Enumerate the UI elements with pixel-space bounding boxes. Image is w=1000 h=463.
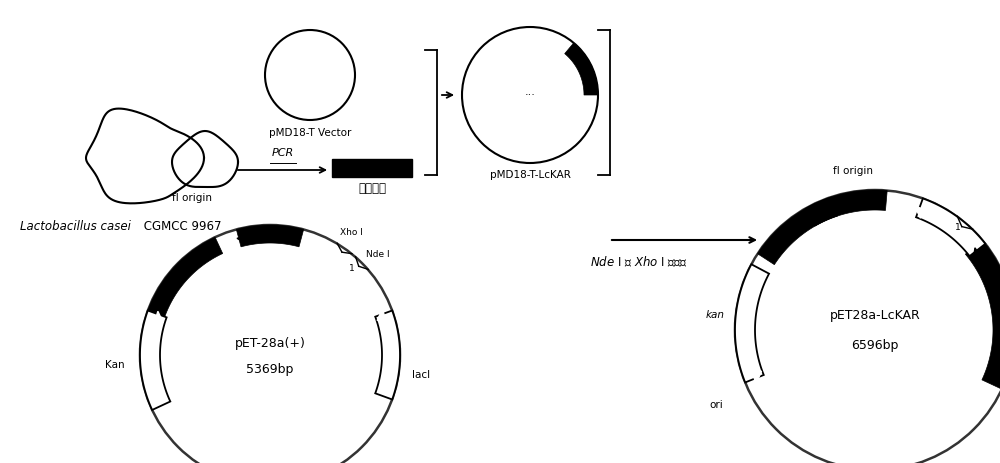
Text: lacI: lacI xyxy=(412,370,430,380)
Polygon shape xyxy=(805,211,823,223)
Text: $\it{Nde}$ Ⅰ 和 $\it{Xho}$ Ⅰ 双酶切: $\it{Nde}$ Ⅰ 和 $\it{Xho}$ Ⅰ 双酶切 xyxy=(590,255,687,269)
Text: Nde I: Nde I xyxy=(366,250,390,259)
Polygon shape xyxy=(565,43,598,95)
Text: 5369bp: 5369bp xyxy=(246,363,294,375)
Text: fl origin: fl origin xyxy=(833,166,873,176)
Text: fl origin: fl origin xyxy=(172,193,212,203)
Text: 1: 1 xyxy=(955,223,961,232)
Polygon shape xyxy=(157,297,167,311)
Polygon shape xyxy=(749,365,761,384)
Text: 目的基因: 目的基因 xyxy=(358,182,386,195)
Polygon shape xyxy=(916,199,985,256)
Text: pET-28a(+): pET-28a(+) xyxy=(235,337,305,350)
Polygon shape xyxy=(821,205,840,216)
Polygon shape xyxy=(965,240,1000,389)
Polygon shape xyxy=(914,206,933,218)
Text: kan: kan xyxy=(706,310,725,320)
Polygon shape xyxy=(758,197,838,265)
Polygon shape xyxy=(375,311,400,400)
Polygon shape xyxy=(973,248,986,264)
Text: PCR: PCR xyxy=(271,148,294,158)
Polygon shape xyxy=(377,309,388,326)
Text: pMD18-T-LcKAR: pMD18-T-LcKAR xyxy=(490,170,570,180)
Polygon shape xyxy=(735,264,769,382)
Polygon shape xyxy=(237,235,253,244)
Text: ···: ··· xyxy=(525,90,535,100)
Polygon shape xyxy=(805,190,887,226)
Text: 6596bp: 6596bp xyxy=(851,339,899,352)
Text: 1: 1 xyxy=(349,264,355,273)
Bar xyxy=(332,159,412,177)
Text: Xho I: Xho I xyxy=(340,228,363,238)
Polygon shape xyxy=(148,237,223,317)
Text: Kan: Kan xyxy=(105,360,125,370)
Polygon shape xyxy=(140,311,170,410)
Polygon shape xyxy=(153,311,163,329)
Text: ori: ori xyxy=(709,400,723,410)
Text: CGMCC 9967: CGMCC 9967 xyxy=(140,220,222,233)
Polygon shape xyxy=(236,225,304,247)
Text: pMD18-T Vector: pMD18-T Vector xyxy=(269,128,351,138)
Text: Lactobacillus casei: Lactobacillus casei xyxy=(20,220,131,233)
Text: pET28a-LcKAR: pET28a-LcKAR xyxy=(830,309,920,323)
